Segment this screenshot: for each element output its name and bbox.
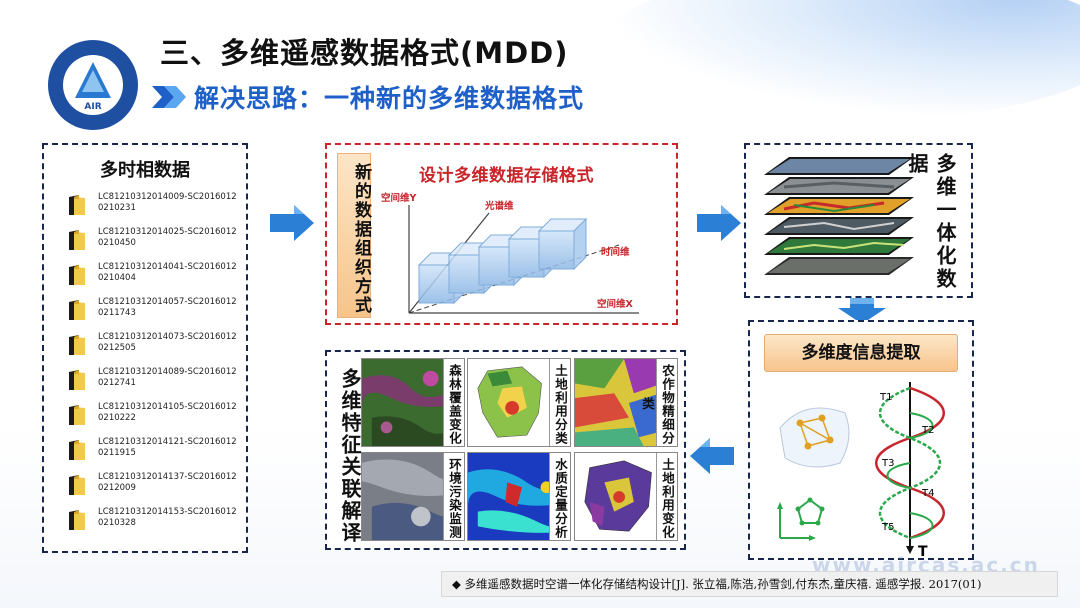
data-organization-label: 新的数据组织方式 — [337, 153, 371, 318]
land-use-change-tile: 土地利用变化 — [574, 452, 678, 541]
wave-label-t4: T4 — [921, 488, 934, 499]
tile-label: 森林覆盖变化 — [443, 359, 464, 446]
tile-label: 土地利用分类 — [549, 359, 570, 446]
forest-cover-tile: 森林覆盖变化 — [361, 358, 465, 447]
tile-label: 水质定量分析 — [549, 453, 570, 540]
interpretation-label: 多维特征关联解译 — [338, 368, 362, 544]
wave-label-t3: T3 — [881, 458, 894, 469]
file-name: LC81210312014057-SC20160120211743 — [98, 297, 237, 318]
wave-label-t5: T5 — [881, 522, 894, 533]
folder-icon — [69, 195, 85, 215]
folder-icon — [69, 335, 85, 355]
file-list-item[interactable]: LC81210312014137-SC20160120212009 — [44, 472, 246, 507]
extraction-diagram: T1 T2 T3 T4 T5 T — [777, 382, 945, 558]
water-quality-tile: 水质定量分析 — [467, 452, 571, 541]
file-list-item[interactable]: LC81210312014025-SC20160120210450 — [44, 227, 246, 262]
folder-icon — [69, 475, 85, 495]
file-list: LC81210312014009-SC20160120210231 LC81210… — [44, 192, 246, 542]
extraction-title: 多维度信息提取 — [764, 334, 958, 372]
file-list-item[interactable]: LC81210312014121-SC20160120211915 — [44, 437, 246, 472]
data-cube-diagram: 空间维Y 光谱维 时间维 空间维X — [381, 192, 639, 314]
multitemporal-data-panel: 多时相数据 LC81210312014009-SC20160120210231 L… — [42, 143, 248, 553]
axis-y-label: 空间维Y — [381, 192, 417, 204]
axis-x-label: 空间维X — [597, 298, 634, 310]
wave-label-t2: T2 — [921, 425, 934, 436]
pentagon-axes-icon — [777, 497, 825, 541]
time-axis-label: T — [918, 544, 928, 558]
file-name: LC81210312014041-SC20160120210404 — [98, 262, 237, 283]
file-name: LC81210312014073-SC20160120212505 — [98, 332, 237, 353]
double-chevron-icon — [152, 86, 186, 108]
pollution-monitoring-tile: 环境污染监测 — [361, 452, 465, 541]
file-name: LC81210312014089-SC20160120212741 — [98, 367, 237, 388]
folder-icon — [69, 265, 85, 285]
information-extraction-panel: 多维度信息提取 — [748, 320, 974, 560]
temporal-wave-icon — [875, 382, 945, 554]
page-title: 三、多维遥感数据格式(MDD) — [160, 36, 569, 70]
imagery-layer — [764, 177, 914, 195]
data-cubes — [417, 217, 588, 305]
arrow-left-icon — [690, 438, 734, 474]
citation-footnote: ◆ 多维遥感数据时空谱一体化存储结构设计[J]. 张立福,陈浩,孙雪剑,付东杰,… — [441, 571, 1058, 597]
file-list-item[interactable]: LC81210312014073-SC20160120212505 — [44, 332, 246, 367]
axis-time-label: 时间维 — [601, 246, 630, 258]
folder-icon — [69, 405, 85, 425]
file-name: LC81210312014121-SC20160120211915 — [98, 437, 237, 458]
multidimensional-data-label: 多维一体化数据 — [905, 153, 957, 291]
surface-network-icon — [779, 407, 850, 468]
folder-icon — [69, 300, 85, 320]
axis-spectral-label: 光谱维 — [484, 200, 514, 212]
file-list-item[interactable]: LC81210312014009-SC20160120210231 — [44, 192, 246, 227]
layered-imagery-stack — [764, 157, 914, 275]
file-name: LC81210312014137-SC20160120212009 — [98, 472, 237, 493]
imagery-layer — [764, 197, 914, 215]
page-subtitle: 解决思路：一种新的多维数据格式 — [194, 84, 585, 113]
file-name: LC81210312014105-SC20160120210222 — [98, 402, 237, 423]
file-list-item[interactable]: LC81210312014089-SC20160120212741 — [44, 367, 246, 402]
file-name: LC81210312014025-SC20160120210450 — [98, 227, 237, 248]
logo-caption: AIR — [84, 102, 101, 112]
arrow-down-icon — [838, 298, 886, 324]
tile-label: 土地利用变化 — [656, 453, 677, 540]
storage-format-title: 设计多维数据存储格式 — [419, 166, 594, 186]
folder-icon — [69, 230, 85, 250]
storage-format-panel: 新的数据组织方式 设计多维数据存储格式 空间维Y 光谱维 时间维 空间维X — [325, 143, 678, 325]
land-use-classification-tile: 土地利用分类 — [467, 358, 571, 447]
file-list-item[interactable]: LC81210312014105-SC20160120210222 — [44, 402, 246, 437]
folder-icon — [69, 370, 85, 390]
file-list-item[interactable]: LC81210312014153-SC20160120210328 — [44, 507, 246, 542]
tile-label: 环境污染监测 — [443, 453, 464, 540]
imagery-layer — [764, 237, 914, 255]
imagery-layer — [764, 157, 914, 175]
multidimensional-data-panel: 多维一体化数据 — [744, 143, 973, 298]
institute-logo: AIR — [48, 40, 138, 130]
file-name: LC81210312014153-SC20160120210328 — [98, 507, 237, 528]
cube — [537, 217, 588, 271]
crop-classification-tile: 农作物精细分类 — [574, 358, 678, 447]
imagery-layer — [764, 257, 914, 275]
arrow-right-icon — [697, 205, 741, 241]
list-heading: 多时相数据 — [100, 160, 190, 181]
subtitle-row: 解决思路：一种新的多维数据格式 — [150, 79, 584, 115]
folder-icon — [69, 510, 85, 530]
wave-label-t1: T1 — [879, 392, 892, 403]
file-list-item[interactable]: LC81210312014041-SC20160120210404 — [44, 262, 246, 297]
file-list-item[interactable]: LC81210312014057-SC20160120211743 — [44, 297, 246, 332]
tile-label: 农作物精细分类 — [640, 359, 677, 446]
arrow-right-icon — [270, 205, 314, 241]
header-swoosh-decoration — [600, 0, 1080, 120]
file-name: LC81210312014009-SC20160120210231 — [98, 192, 237, 213]
feature-interpretation-panel: 多维特征关联解译 森林覆盖变化 土地利用分类 农作物精细分类 — [325, 350, 686, 550]
folder-icon — [69, 440, 85, 460]
logo-emblem-icon: AIR — [50, 42, 136, 128]
imagery-layer — [764, 217, 914, 235]
